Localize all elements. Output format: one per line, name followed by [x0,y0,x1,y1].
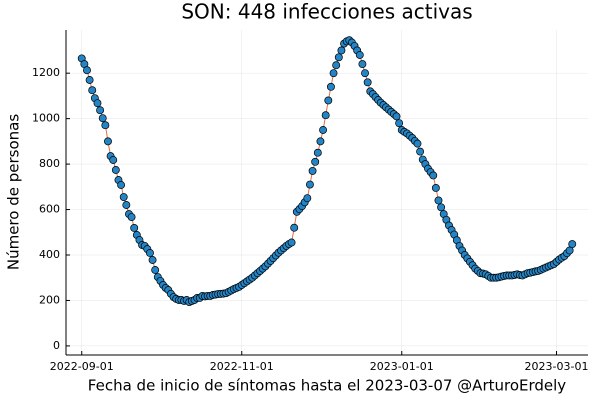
data-point [109,156,118,164]
data-point [395,119,404,128]
data-point [329,69,338,78]
data-point [416,147,425,156]
x-tick-label: 2022-09-01 [50,360,114,373]
data-point [311,157,320,166]
y-tick-label: 400 [39,248,60,261]
data-point [83,66,91,75]
y-tick-label: 600 [39,203,60,216]
data-point [303,194,312,203]
data-point [117,181,126,189]
data-point [93,99,102,108]
data-point [431,184,440,192]
data-point [119,193,128,201]
y-tick-label: 800 [39,157,60,170]
y-tick-label: 1000 [32,112,60,125]
y-tick-label: 0 [53,339,60,352]
chart-title: SON: 448 infecciones activas [181,0,472,24]
x-axis-label: Fecha de inicio de síntomas hasta el 202… [88,377,567,395]
data-point [324,96,333,105]
y-tick-label: 1200 [32,66,60,79]
data-point [98,114,107,123]
data-point [104,137,112,146]
data-point [145,249,154,257]
data-point [429,171,438,180]
data-point [392,112,401,121]
x-tick-label: 2023-03-01 [525,360,589,373]
data-point [337,46,346,55]
data-point [332,61,341,70]
data-point [361,69,369,78]
data-point [148,256,157,264]
data-point [151,266,160,274]
data-point [434,196,443,205]
data-point [319,126,328,134]
data-point [321,111,330,120]
data-point [127,213,136,221]
data-point [85,76,94,84]
data-point [290,223,299,232]
y-tick-label: 200 [39,293,60,306]
data-point [130,224,139,232]
x-tick-label: 2022-11-01 [210,360,274,373]
data-point [326,82,335,91]
y-axis-label: Número de personas [5,114,23,270]
data-point [363,78,372,87]
data-point [96,106,105,115]
data-point [111,166,120,174]
data-point [316,137,325,146]
x-tick-label: 2023-01-01 [370,360,434,373]
data-point [308,166,317,175]
data-point [358,60,367,69]
data-point [437,203,446,212]
data-point [334,53,343,62]
data-point [305,180,314,189]
data-point [101,121,110,130]
data-point [313,148,322,157]
data-point [88,86,97,95]
data-point [122,201,131,209]
data-point [568,240,577,249]
data-point [287,238,296,247]
data-point [413,139,422,148]
data-point [355,51,364,59]
